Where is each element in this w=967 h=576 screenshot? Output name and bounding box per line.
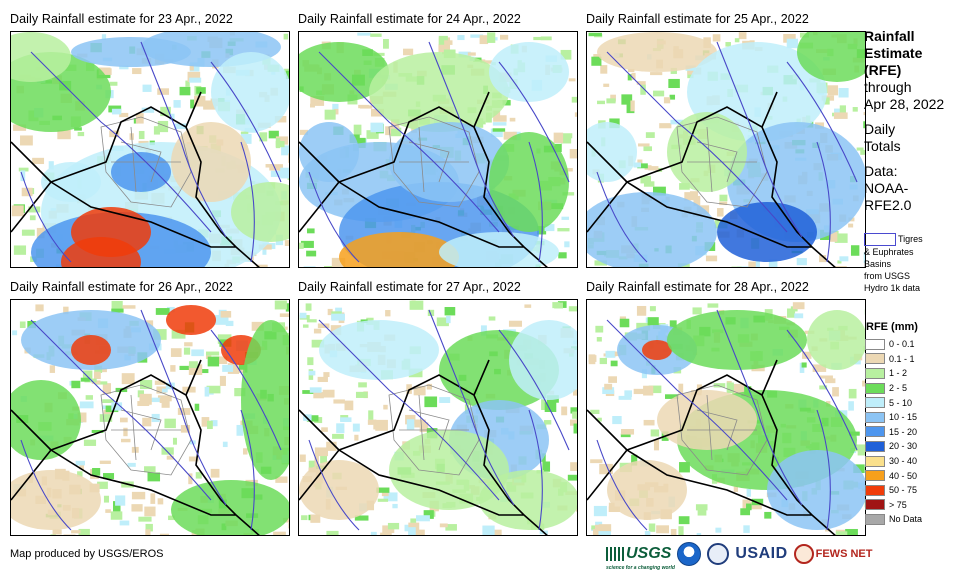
rfe-legend-item: 0.1 - 1 [865, 352, 922, 367]
rfe-class-label: 15 - 20 [889, 426, 918, 437]
noaa-logo-icon [677, 542, 702, 566]
rfe-legend-item: 15 - 20 [865, 425, 922, 440]
panel-title: Daily Rainfall estimate for 23 Apr., 202… [10, 12, 233, 26]
usaid-seal-icon [707, 543, 730, 565]
fews-globe-icon [793, 544, 814, 564]
panel-title: Daily Rainfall estimate for 26 Apr., 202… [10, 280, 233, 294]
basin-text4: from USGS [864, 271, 911, 281]
legend-title-line2: Estimate [864, 45, 923, 61]
rfe-class-label: 2 - 5 [889, 383, 908, 394]
rfe-legend-item: No Data [865, 512, 922, 527]
legend-title-line1: Rainfall [864, 28, 915, 44]
basin-key: Tigres & Euphrates Basins from USGS Hydr… [864, 233, 964, 294]
rainfall-map-svg [11, 32, 289, 267]
rfe-legend-item: > 75 [865, 498, 922, 513]
rfe-color-swatch [865, 426, 885, 438]
rfe-class-label: 0.1 - 1 [889, 353, 915, 364]
rfe-legend-item: 10 - 15 [865, 410, 922, 425]
legend-totals: Totals [864, 138, 901, 154]
rfe-color-swatch [865, 455, 885, 467]
panel-title: Daily Rainfall estimate for 24 Apr., 202… [298, 12, 521, 26]
legend-data-label: Data: [864, 163, 898, 179]
legend-date: Apr 28, 2022 [864, 96, 945, 112]
rfe-legend-list: 0 - 0.1 0.1 - 1 1 - 2 2 - 5 5 - 10 10 - 15 15 … [865, 337, 922, 527]
logo-bar: USGS science for a changing world USAID … [606, 542, 873, 571]
rfe-class-label: 20 - 30 [889, 441, 918, 452]
rfe-color-swatch [865, 382, 885, 394]
rfe-legend-item: 20 - 30 [865, 439, 922, 454]
rainfall-map-svg [587, 302, 865, 535]
usgs-tagline: science for a changing world [606, 565, 675, 571]
rainfall-map [298, 31, 578, 268]
rainfall-map-svg [587, 32, 865, 267]
basin-text5: Hydro 1k data [864, 283, 921, 293]
basin-text1: Tigres [898, 234, 923, 244]
rfe-color-swatch [865, 411, 885, 423]
rfe-color-swatch [865, 338, 885, 350]
rfe-color-swatch [865, 367, 885, 379]
basin-text3: Basins [864, 259, 892, 269]
rfe-color-swatch [865, 397, 885, 409]
rainfall-map [10, 299, 290, 536]
legend-header: Rainfall Estimate (RFE) through Apr 28, … [864, 28, 964, 214]
rainfall-map-svg [299, 300, 577, 535]
basin-outline-swatch [864, 233, 896, 246]
rfe-class-label: 50 - 75 [889, 485, 918, 496]
fews-net-text: FEWS NET [815, 548, 873, 560]
rfe-legend-item: 50 - 75 [865, 483, 922, 498]
rfe-class-label: 1 - 2 [889, 368, 908, 379]
fews-net-logo: FEWS NET [793, 544, 873, 564]
rfe-class-label: No Data [889, 514, 923, 525]
rfe-color-swatch [865, 484, 885, 496]
panel-title: Daily Rainfall estimate for 25 Apr., 202… [586, 12, 809, 26]
legend-daily: Daily [864, 121, 896, 137]
rfe-legend-item: 30 - 40 [865, 454, 922, 469]
rfe-class-label: 40 - 50 [889, 470, 918, 481]
rainfall-map [10, 31, 290, 268]
rfe-color-swatch [865, 499, 885, 511]
rfe-class-label: 5 - 10 [889, 397, 913, 408]
rfe-class-label: 10 - 15 [889, 412, 918, 423]
rainfall-map-svg [299, 32, 577, 267]
usgs-logo: USGS science for a changing world [606, 545, 675, 571]
map-credit: Map produced by USGS/EROS [10, 548, 164, 560]
rfe-class-label: 30 - 40 [889, 456, 918, 467]
usgs-logo-text: USGS [626, 545, 672, 562]
rainfall-map [298, 299, 578, 536]
legend-title-line3: (RFE) [864, 62, 902, 78]
rfe-legend-item: 2 - 5 [865, 381, 922, 396]
rfe-legend-item: 40 - 50 [865, 468, 922, 483]
rainfall-map-svg [11, 300, 289, 535]
rfe-legend-item: 0 - 0.1 [865, 337, 922, 352]
panel-title: Daily Rainfall estimate for 28 Apr., 202… [586, 280, 809, 294]
rfe-color-swatch [865, 513, 885, 525]
rfe-color-swatch [865, 440, 885, 452]
rfe-legend-item: 5 - 10 [865, 395, 922, 410]
usaid-logo: USAID [735, 545, 788, 562]
legend-through: through [864, 79, 912, 95]
usgs-mark-icon [606, 547, 624, 561]
rfe-legend-item: 1 - 2 [865, 366, 922, 381]
rfe-color-swatch [865, 470, 885, 482]
panel-title: Daily Rainfall estimate for 27 Apr., 202… [298, 280, 521, 294]
rainfall-map [586, 299, 866, 536]
legend-data-source1: NOAA- [864, 180, 909, 196]
legend-data-source2: RFE2.0 [864, 197, 912, 213]
rainfall-map [586, 31, 866, 268]
rfe-color-swatch [865, 353, 885, 365]
rfe-legend-title: RFE (mm) [866, 321, 918, 333]
rfe-class-label: > 75 [889, 499, 907, 510]
rfe-class-label: 0 - 0.1 [889, 339, 915, 350]
basin-text2: & Euphrates [864, 247, 914, 257]
